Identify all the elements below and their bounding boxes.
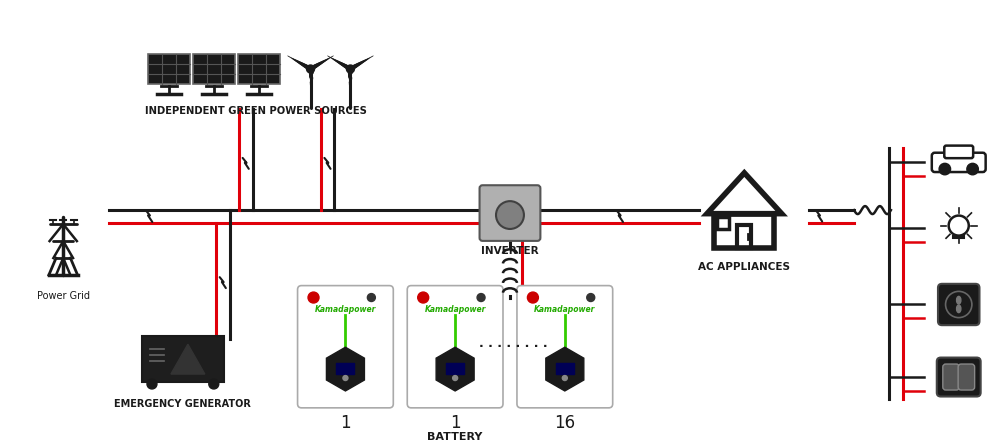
Circle shape bbox=[587, 294, 595, 302]
Text: AC APPLIANCES: AC APPLIANCES bbox=[698, 262, 790, 272]
Polygon shape bbox=[336, 363, 354, 374]
Circle shape bbox=[477, 294, 485, 302]
FancyBboxPatch shape bbox=[937, 358, 981, 396]
Circle shape bbox=[949, 215, 969, 236]
FancyBboxPatch shape bbox=[142, 336, 224, 382]
Text: EMERGENCY GENERATOR: EMERGENCY GENERATOR bbox=[114, 399, 251, 409]
Text: · · · · · · · ·: · · · · · · · · bbox=[479, 340, 547, 353]
Ellipse shape bbox=[957, 296, 961, 304]
Text: BATTERY: BATTERY bbox=[427, 432, 483, 442]
Circle shape bbox=[346, 65, 354, 73]
FancyBboxPatch shape bbox=[944, 146, 973, 158]
Circle shape bbox=[453, 375, 458, 380]
Circle shape bbox=[147, 379, 157, 389]
Polygon shape bbox=[436, 347, 474, 391]
FancyBboxPatch shape bbox=[958, 364, 975, 390]
FancyBboxPatch shape bbox=[407, 286, 503, 408]
Text: INDEPENDENT GREEN POWER SOURCES: INDEPENDENT GREEN POWER SOURCES bbox=[145, 105, 367, 116]
Text: Kamadapower: Kamadapower bbox=[534, 305, 596, 314]
Text: 1: 1 bbox=[450, 414, 460, 432]
Circle shape bbox=[967, 163, 978, 175]
Circle shape bbox=[418, 292, 429, 303]
FancyBboxPatch shape bbox=[480, 185, 540, 241]
Circle shape bbox=[939, 163, 951, 175]
Polygon shape bbox=[326, 347, 364, 391]
FancyBboxPatch shape bbox=[298, 286, 393, 408]
Circle shape bbox=[527, 292, 538, 303]
Text: 16: 16 bbox=[554, 414, 575, 432]
Circle shape bbox=[946, 291, 972, 318]
Circle shape bbox=[308, 292, 319, 303]
Text: Kamadapower: Kamadapower bbox=[424, 305, 486, 314]
Text: INVERTER: INVERTER bbox=[481, 246, 539, 256]
FancyBboxPatch shape bbox=[517, 286, 613, 408]
FancyBboxPatch shape bbox=[193, 54, 235, 84]
Circle shape bbox=[562, 375, 567, 380]
FancyBboxPatch shape bbox=[148, 54, 190, 84]
Ellipse shape bbox=[957, 305, 961, 312]
Polygon shape bbox=[446, 363, 464, 374]
Circle shape bbox=[496, 201, 524, 229]
Circle shape bbox=[209, 379, 219, 389]
Polygon shape bbox=[556, 363, 574, 374]
Text: 1: 1 bbox=[340, 414, 351, 432]
FancyBboxPatch shape bbox=[943, 364, 959, 390]
Text: Power Grid: Power Grid bbox=[37, 291, 90, 300]
FancyBboxPatch shape bbox=[932, 153, 986, 172]
Circle shape bbox=[367, 294, 375, 302]
Circle shape bbox=[343, 375, 348, 380]
Polygon shape bbox=[546, 347, 584, 391]
Text: Kamadapower: Kamadapower bbox=[315, 305, 376, 314]
Polygon shape bbox=[171, 344, 205, 374]
Circle shape bbox=[307, 65, 315, 73]
FancyBboxPatch shape bbox=[238, 54, 280, 84]
FancyBboxPatch shape bbox=[938, 284, 979, 325]
